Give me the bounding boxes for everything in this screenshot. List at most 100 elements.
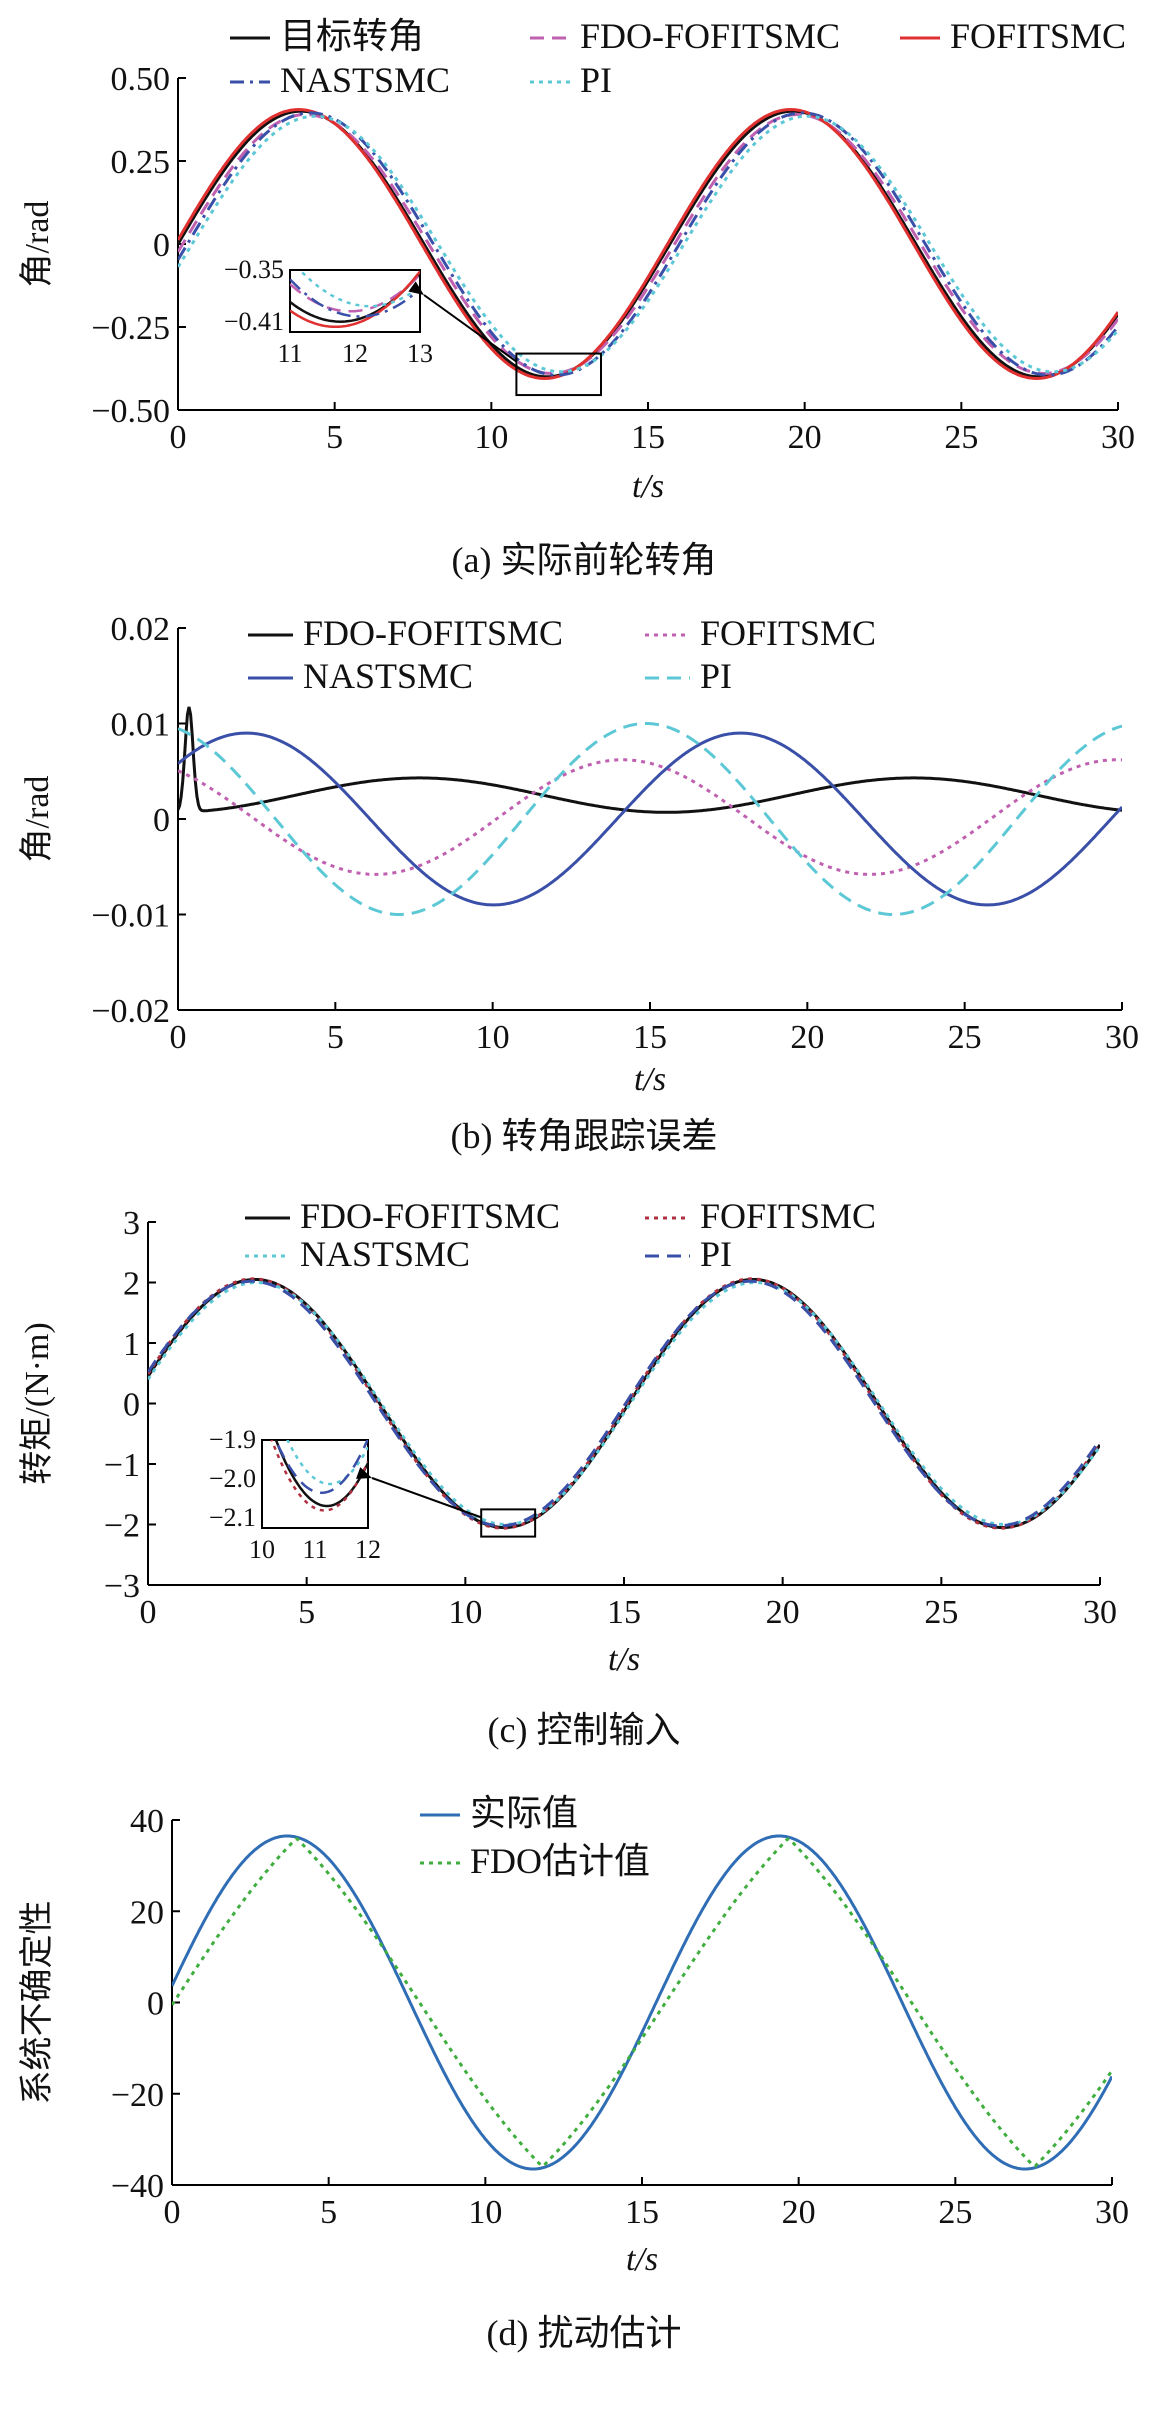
x-axis-label: t/s — [634, 1061, 666, 1098]
inset-series-2 — [290, 270, 420, 329]
inset-box — [261, 1439, 369, 1529]
y-axis-label: 角/rad — [18, 776, 56, 863]
legend-label: PI — [580, 60, 612, 100]
y-tick-label: 0 — [153, 227, 170, 264]
y-tick-label: 0 — [147, 1986, 164, 2023]
x-tick-label: 30 — [1083, 1594, 1117, 1631]
inset-x-tick-label: 13 — [407, 339, 433, 368]
legend-label: FOFITSMC — [950, 16, 1126, 56]
y-tick-label: 0 — [123, 1387, 140, 1424]
y-tick-label: −0.25 — [91, 310, 170, 347]
y-tick-label: −0.01 — [91, 898, 170, 935]
inset-y-tick-label: −1.9 — [209, 1425, 256, 1454]
legend-label: FOFITSMC — [700, 1196, 876, 1236]
x-tick-label: 25 — [938, 2194, 972, 2231]
legend-label: PI — [700, 656, 732, 696]
inset-series-1 — [270, 1440, 368, 1512]
x-tick-label: 10 — [448, 1594, 482, 1631]
x-axis-label: t/s — [632, 468, 664, 505]
inset-y-tick-label: −0.35 — [224, 255, 284, 284]
x-tick-label: 5 — [320, 2194, 337, 2231]
legend-label: FDO-FOFITSMC — [300, 1196, 560, 1236]
legend-label: FDO-FOFITSMC — [303, 613, 563, 653]
x-tick-label: 25 — [924, 1594, 958, 1631]
x-tick-label: 10 — [468, 2194, 502, 2231]
x-tick-label: 15 — [633, 1019, 667, 1056]
y-tick-label: −40 — [111, 2168, 164, 2205]
y-tick-label: −1 — [104, 1447, 140, 1484]
legend-label: PI — [700, 1234, 732, 1274]
x-tick-label: 10 — [474, 419, 508, 456]
zoom-box — [515, 352, 603, 397]
x-tick-label: 5 — [298, 1594, 315, 1631]
series-line-0 — [172, 1834, 1112, 2171]
x-tick-label: 20 — [766, 1594, 800, 1631]
inset-series-4 — [298, 270, 420, 308]
y-tick-label: 2 — [123, 1266, 140, 1303]
y-axis-label: 转矩/(N·m) — [18, 1322, 56, 1484]
x-tick-label: 20 — [788, 419, 822, 456]
series-line-4 — [178, 114, 1118, 374]
legend-label: FOFITSMC — [700, 613, 876, 653]
inset-series-3 — [290, 278, 420, 318]
y-tick-label: 1 — [123, 1326, 140, 1363]
legend-label: 实际值 — [470, 1793, 578, 1833]
x-tick-label: 30 — [1095, 2194, 1129, 2231]
y-tick-label: −20 — [111, 2077, 164, 2114]
chart-panel-0: 0 5 10 15 20 25 30 −0.50 −0.25 0 0.25 0.50 t/s 角/rad 目… — [18, 16, 1135, 580]
y-tick-label: 0.01 — [111, 707, 171, 744]
caption: (d) 扰动估计 — [487, 2313, 682, 2353]
x-tick-label: 10 — [476, 1019, 510, 1056]
inset-series-3 — [274, 1440, 368, 1495]
y-tick-label: −3 — [104, 1568, 140, 1605]
y-tick-label: 0.02 — [111, 611, 171, 648]
x-tick-label: 5 — [327, 1019, 344, 1056]
zoom-arrow-head — [356, 1467, 372, 1479]
x-tick-label: 0 — [164, 2194, 181, 2231]
y-tick-label: −0.02 — [91, 993, 170, 1030]
series-line-3 — [178, 722, 1122, 916]
series-line-2 — [178, 107, 1118, 381]
chart-panel-1: 0 5 10 15 20 25 30 −0.02 −0.01 0 0.01 0.02 t/s 角/rad F… — [18, 611, 1139, 1156]
y-tick-label: 40 — [130, 1803, 164, 1840]
legend-label: NASTSMC — [280, 60, 450, 100]
inset-x-tick-label: 12 — [342, 339, 368, 368]
series-line-1 — [178, 113, 1118, 375]
caption: (b) 转角跟踪误差 — [451, 1116, 718, 1156]
zoom-box — [480, 1508, 537, 1538]
x-tick-label: 0 — [170, 419, 187, 456]
y-tick-label: −0.50 — [91, 393, 170, 430]
x-tick-label: 15 — [607, 1594, 641, 1631]
zoom-arrow — [371, 1477, 482, 1519]
inset-y-tick-label: −2.0 — [209, 1464, 256, 1493]
chart-panel-2: 0 5 10 15 20 25 30−3−2−10123t/s转矩/(N·m)FDO-FOF… — [18, 1196, 1117, 1750]
inset-series-2 — [286, 1440, 368, 1486]
y-tick-label: 20 — [130, 1894, 164, 1931]
series-line-3 — [178, 111, 1118, 377]
x-tick-label: 15 — [625, 2194, 659, 2231]
inset-x-tick-label: 11 — [302, 1535, 327, 1564]
x-axis-label: t/s — [626, 2241, 658, 2278]
chart-panel-3: 0 5 10 15 20 25 30 −40 −20 0 20 40 t/s 系统不确定性 实际值 FDO估计… — [18, 1793, 1129, 2353]
caption: (c) 控制输入 — [488, 1710, 681, 1750]
series-line-1 — [178, 758, 1122, 876]
legend-label: 目标转角 — [280, 16, 424, 56]
series-line-3 — [148, 1279, 1100, 1528]
y-tick-label: 0.25 — [111, 144, 171, 181]
x-axis-label: t/s — [608, 1641, 640, 1678]
series-line-0 — [178, 706, 1122, 814]
series-line-1 — [172, 1837, 1112, 2168]
y-axis-label: 系统不确定性 — [18, 1901, 56, 2105]
y-tick-label: 0.50 — [111, 61, 171, 98]
y-tick-label: 0 — [153, 802, 170, 839]
x-tick-label: 20 — [782, 2194, 816, 2231]
zoom-arrow-head — [408, 281, 424, 295]
x-tick-label: 15 — [631, 419, 665, 456]
x-tick-label: 0 — [140, 1594, 157, 1631]
y-axis-label: 角/rad — [18, 201, 56, 288]
inset-x-tick-label: 12 — [355, 1535, 381, 1564]
legend-label: NASTSMC — [303, 656, 473, 696]
inset-y-tick-label: −0.41 — [224, 307, 284, 336]
inset-x-tick-label: 11 — [277, 339, 302, 368]
